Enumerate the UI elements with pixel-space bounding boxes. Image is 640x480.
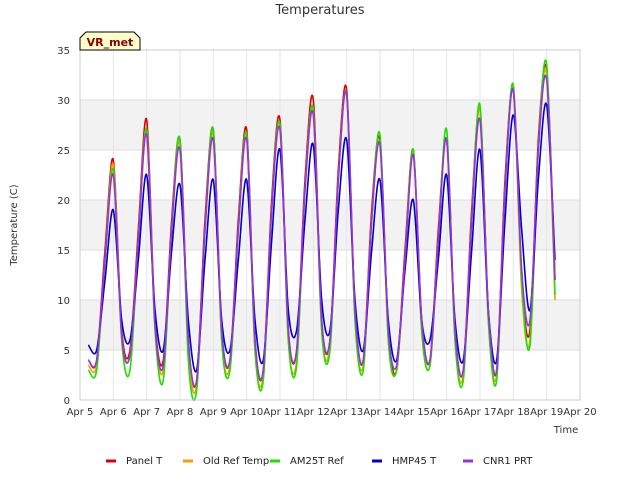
legend-item-cnr1-prt: CNR1 PRT [463,456,533,467]
x-axis-label: Time [553,425,578,436]
y-tick-labels: 0 5 10 15 20 25 30 35 [57,46,70,407]
x-tick-labels: Apr 5 Apr 6 Apr 7 Apr 8 Apr 9 Apr 10 Apr 11 Apr… [67,407,597,418]
legend-label: CNR1 PRT [483,456,533,467]
y-axis-label: Temperature (C) [9,184,20,266]
x-tick-label: Apr 11 [263,407,296,418]
y-tick-label: 35 [57,46,70,57]
y-tick-label: 15 [57,246,70,257]
legend-label: Old Ref Temp [203,456,269,467]
legend: Panel T Old Ref Temp AM25T Ref HMP45 T CNR1 … [106,456,533,467]
x-tick-label: Apr 9 [200,407,227,418]
axes [79,49,581,401]
plot-frame [79,49,581,401]
legend-label: HMP45 T [392,456,437,467]
series-line-hmp45-t [87,102,556,373]
x-tick-label: Apr 20 [563,407,596,418]
x-tick-label: Apr 18 [497,407,530,418]
x-tick-label: Apr 16 [430,407,463,418]
site-label-box: VR_met [79,31,141,51]
y-tick-label: 0 [64,396,70,407]
x-tick-label: Apr 12 [297,407,330,418]
y-tick-label: 25 [57,146,70,157]
series-line-cnr1-prt [87,74,556,388]
y-tick-label: 5 [64,346,70,357]
x-tick-label: Apr 5 [67,407,94,418]
legend-label: AM25T Ref [290,456,344,467]
legend-item-am25t-ref: AM25T Ref [270,456,344,467]
x-tick-label: Apr 6 [100,407,127,418]
x-tick-label: Apr 8 [167,407,194,418]
series-layer [87,59,556,402]
legend-item-hmp45-t: HMP45 T [372,456,437,467]
legend-label: Panel T [126,456,163,467]
legend-item-panel-t: Panel T [106,456,163,467]
y-tick-label: 30 [57,96,70,107]
x-tick-label: Apr 13 [330,407,363,418]
chart-title: Temperatures [274,3,364,18]
x-tick-label: Apr 10 [230,407,263,418]
grid-band [80,200,580,250]
x-tick-label: Apr 7 [133,407,160,418]
grid-band [80,100,580,150]
site-label: VR_met [87,36,134,49]
y-tick-label: 10 [57,296,70,307]
y-tick-label: 20 [57,196,70,207]
x-tick-label: Apr 15 [397,407,430,418]
x-tick-label: Apr 19 [530,407,563,418]
x-tick-label: Apr 14 [363,407,396,418]
x-tick-label: Apr 17 [463,407,496,418]
legend-item-old-ref-temp: Old Ref Temp [183,456,269,467]
